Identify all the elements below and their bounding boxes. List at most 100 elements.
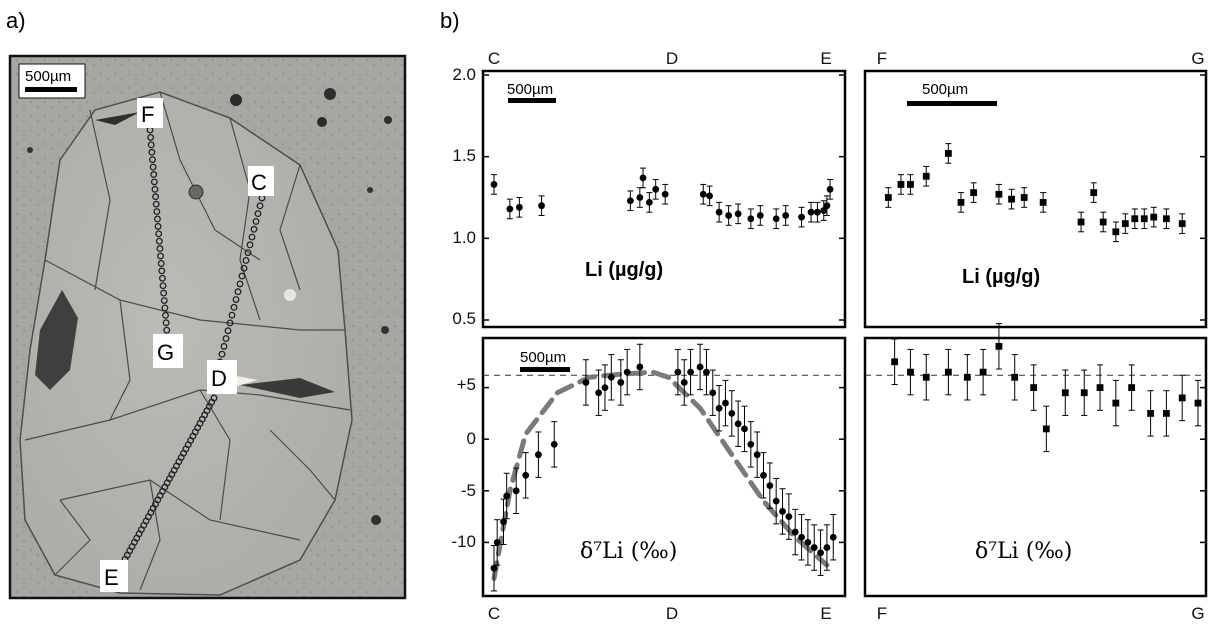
spot-traverse-CD xyxy=(228,311,236,319)
data-point xyxy=(582,379,590,386)
spot-traverse-CD xyxy=(218,350,226,358)
data-point xyxy=(490,181,498,188)
y-tick-top-1.5: 1.5 xyxy=(452,146,476,165)
data-point xyxy=(798,533,805,541)
data-point xyxy=(1163,410,1170,417)
spot-traverse-FG xyxy=(162,311,169,319)
marker-C: C xyxy=(248,166,274,196)
data-point xyxy=(995,342,1003,350)
data-point xyxy=(884,194,892,201)
spot-traverse-CD xyxy=(240,264,248,272)
data-point xyxy=(709,389,717,397)
svg-text:F: F xyxy=(141,102,154,127)
y-tick-bottom-minus10: -10 xyxy=(451,532,476,551)
spot-traverse-FG xyxy=(160,297,168,304)
data-point xyxy=(1140,215,1148,223)
data-point xyxy=(753,451,761,459)
data-point xyxy=(1077,218,1085,226)
svg-text:C: C xyxy=(251,170,267,195)
data-point xyxy=(522,471,530,479)
x-tick-top-G: G xyxy=(1191,49,1204,68)
svg-text:500µm: 500µm xyxy=(507,81,553,98)
x-tick-bottom-E: E xyxy=(820,604,831,623)
spot-traverse-FG xyxy=(160,289,168,297)
data-point xyxy=(515,203,523,211)
spot-traverse-FG xyxy=(159,282,167,290)
marker-G: G xyxy=(153,334,183,368)
data-point xyxy=(1099,218,1107,226)
y-tick-top-1.0: 1.0 xyxy=(452,228,476,247)
bright-inclusion xyxy=(284,289,296,301)
data-point xyxy=(891,358,899,366)
x-tick-top-C: C xyxy=(488,49,500,68)
y-tick-top-0.5: 0.5 xyxy=(452,309,476,328)
data-point xyxy=(512,487,520,495)
data-point xyxy=(1090,189,1098,196)
data-point xyxy=(1039,199,1047,206)
spot-traverse-CD xyxy=(238,272,246,280)
spot-traverse-FG xyxy=(158,274,166,282)
spot-traverse-FG xyxy=(150,171,158,178)
data-point xyxy=(826,185,834,193)
spot-traverse-FG xyxy=(153,208,161,216)
x-tick-bottom-D: D xyxy=(666,604,678,623)
spot-traverse-FG xyxy=(147,141,155,149)
data-point xyxy=(506,205,514,213)
data-point xyxy=(652,185,660,193)
data-point xyxy=(817,549,824,557)
spot-traverse-CD xyxy=(248,233,256,241)
data-point xyxy=(703,368,710,376)
spot-traverse-CD xyxy=(224,327,232,335)
dark-spot xyxy=(317,117,327,127)
plot-frame-bottom-right xyxy=(863,336,1208,598)
data-point xyxy=(680,379,688,386)
data-point xyxy=(623,368,631,376)
data-point xyxy=(944,368,952,376)
x-tick-top-E: E xyxy=(820,49,831,68)
data-point xyxy=(1042,425,1050,433)
spot-traverse-CD xyxy=(226,319,234,327)
y-tick-top-2.0: 2.0 xyxy=(452,65,476,84)
data-point xyxy=(636,363,644,371)
data-point xyxy=(814,208,821,216)
svg-text:500µm: 500µm xyxy=(520,349,566,366)
data-point xyxy=(791,528,799,536)
data-point xyxy=(1011,373,1019,381)
chart-marks xyxy=(483,74,1206,592)
spot-traverse-CD xyxy=(252,217,260,225)
data-point xyxy=(944,150,952,157)
data-point xyxy=(706,192,714,200)
data-point xyxy=(907,181,914,188)
data-point xyxy=(1112,399,1120,407)
data-point xyxy=(601,384,609,391)
spot-traverse-FG xyxy=(149,163,157,171)
data-point xyxy=(823,544,831,551)
data-point xyxy=(829,533,837,541)
data-point xyxy=(820,207,828,214)
data-point xyxy=(715,404,723,412)
inclusion-dark xyxy=(240,378,335,398)
data-point xyxy=(715,208,723,216)
y-tick-bottom-minus5: -5 xyxy=(461,481,476,500)
data-point xyxy=(661,190,669,198)
data-point xyxy=(1178,220,1186,228)
dark-spot xyxy=(371,515,381,525)
marker-E: E xyxy=(100,560,128,592)
data-point xyxy=(957,199,965,206)
inner-label-top-left: Li (µg/g) xyxy=(585,259,663,281)
data-point xyxy=(493,539,501,546)
data-point xyxy=(963,373,971,381)
data-point xyxy=(734,210,742,218)
data-point xyxy=(760,471,767,479)
data-point xyxy=(756,212,764,219)
data-point xyxy=(807,208,815,216)
data-point xyxy=(798,213,805,221)
data-point xyxy=(1131,215,1139,223)
data-point xyxy=(1061,389,1069,397)
data-point xyxy=(1147,410,1154,417)
data-point xyxy=(645,199,653,206)
spot-traverse-CD xyxy=(250,225,258,233)
data-point xyxy=(550,440,558,448)
svg-text:D: D xyxy=(211,366,227,391)
data-point xyxy=(1020,194,1028,201)
